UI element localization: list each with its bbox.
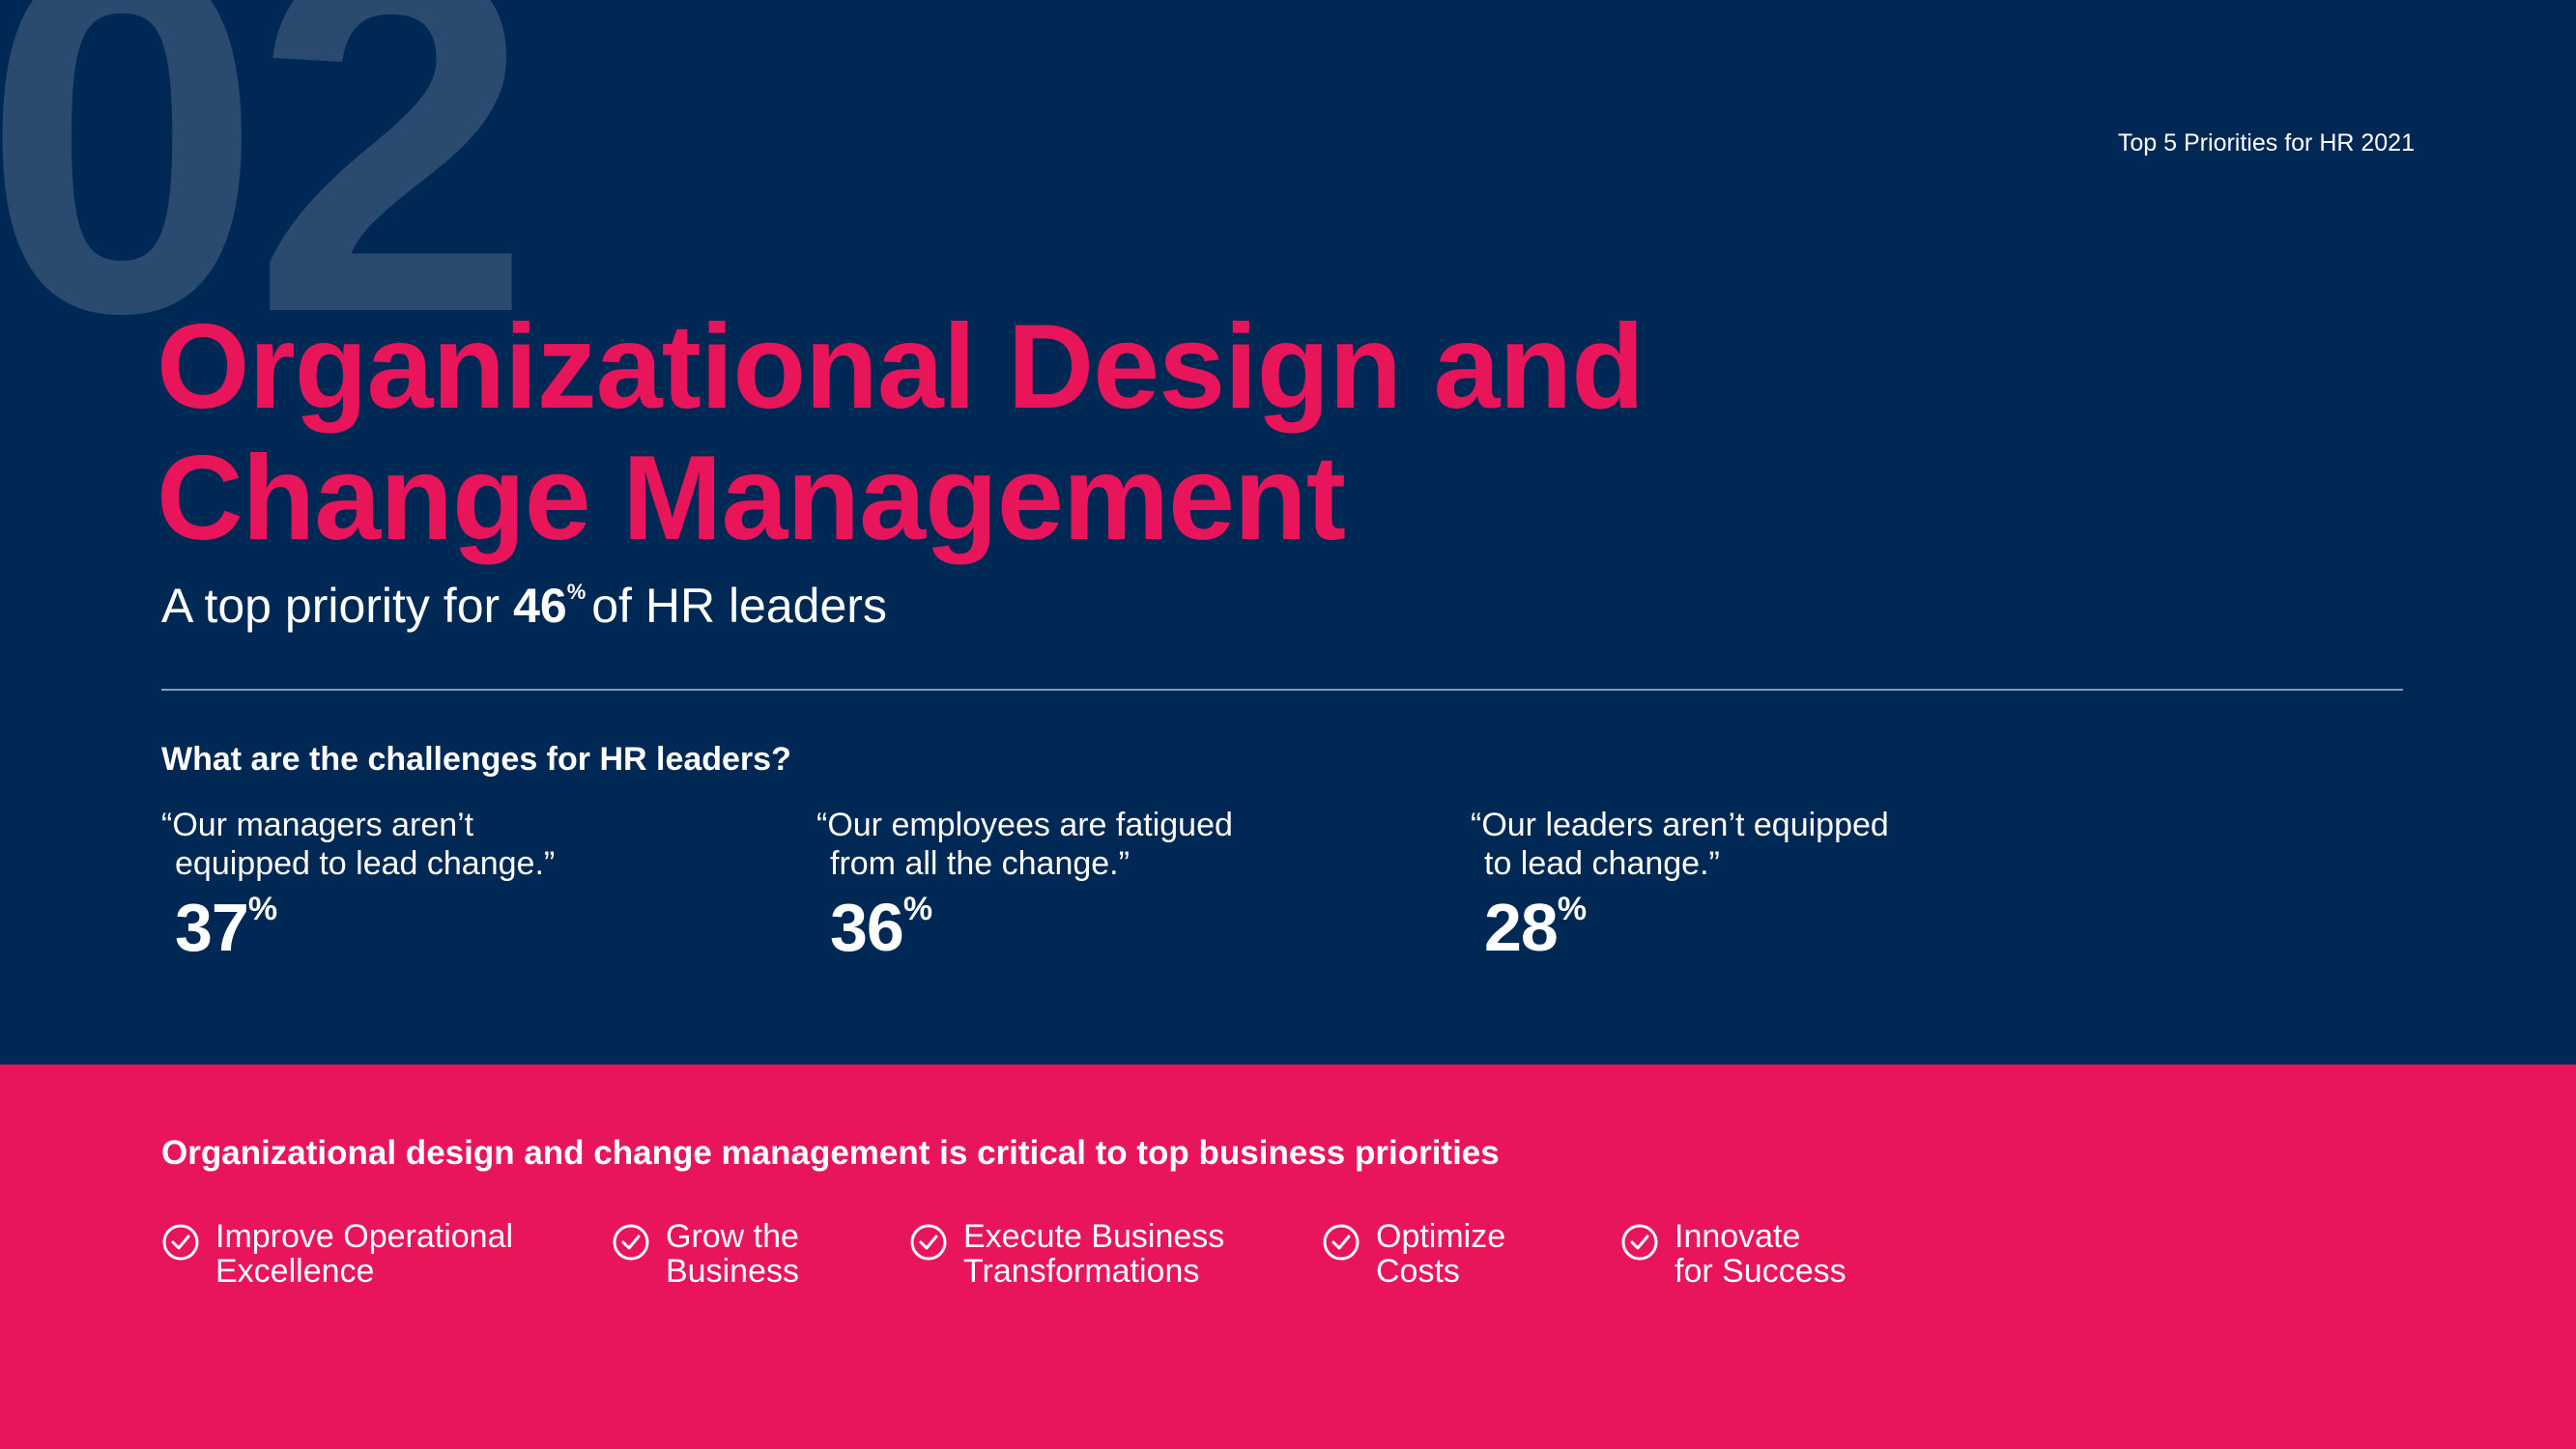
title-line-1: Organizational Design and — [157, 300, 1645, 434]
subtitle-unit: % — [566, 580, 587, 605]
check-circle-icon — [1621, 1224, 1658, 1261]
subtitle: A top priority for 46% of HR leaders — [161, 578, 887, 634]
challenge-stat-employees: “Our employees are fatigued from all the… — [816, 806, 1358, 966]
priority-item-business-transformations: Execute Business Transformations — [909, 1219, 1224, 1289]
percent-unit: % — [902, 890, 932, 927]
percent-value: 36 — [830, 890, 904, 965]
priority-line-1: Execute Business — [963, 1218, 1225, 1255]
challenge-quote: “Our employees are fatigued from all the… — [816, 806, 1358, 883]
percent-unit: % — [247, 890, 277, 927]
quote-line-1: “Our managers aren’t — [161, 807, 474, 843]
page-title: Organizational Design and Change Managem… — [157, 300, 1645, 565]
challenge-quote: “Our managers aren’t equipped to lead ch… — [161, 806, 702, 883]
priority-line-1: Innovate — [1674, 1218, 1801, 1255]
check-circle-icon — [613, 1224, 649, 1261]
challenge-percent: 28% — [1471, 889, 2012, 966]
priorities-heading: Organizational design and change managem… — [161, 1134, 1500, 1172]
challenge-stat-managers: “Our managers aren’t equipped to lead ch… — [161, 806, 702, 966]
percent-unit: % — [1557, 890, 1587, 927]
quote-line-1: “Our employees are fatigued — [816, 807, 1233, 843]
check-circle-icon — [162, 1224, 199, 1261]
priorities-section: Organizational design and change managem… — [0, 1065, 2576, 1449]
divider — [161, 689, 2403, 691]
priority-label: Improve Operational Excellence — [215, 1219, 513, 1289]
priority-line-2: Business — [666, 1253, 799, 1290]
quote-line-2: equipped to lead change.” — [175, 845, 556, 882]
challenge-percent: 37% — [161, 889, 702, 966]
subtitle-prefix: A top priority for — [161, 579, 501, 633]
priority-item-grow-business: Grow the Business — [612, 1219, 799, 1289]
priority-line-1: Improve Operational — [215, 1218, 514, 1255]
quote-line-2: to lead change.” — [1484, 845, 1720, 882]
percent-value: 28 — [1484, 890, 1559, 965]
priority-line-1: Grow the — [666, 1218, 799, 1255]
subtitle-suffix: of HR leaders — [591, 579, 887, 633]
header-label: Top 5 Priorities for HR 2021 — [2117, 129, 2415, 156]
challenge-percent: 36% — [816, 889, 1358, 966]
top-section: 02 Top 5 Priorities for HR 2021 Organiza… — [0, 0, 2415, 966]
priority-label: Grow the Business — [666, 1219, 799, 1289]
priority-item-optimize-costs: Optimize Costs — [1322, 1219, 1505, 1289]
section-number: 02 — [0, 0, 531, 417]
subtitle-value: 46 — [513, 579, 567, 633]
priority-line-2: for Success — [1674, 1253, 1846, 1290]
priority-line-1: Optimize — [1376, 1218, 1506, 1255]
priority-item-operational-excellence: Improve Operational Excellence — [161, 1219, 513, 1289]
priority-line-2: Costs — [1376, 1253, 1460, 1290]
check-circle-icon — [1323, 1224, 1360, 1261]
challenge-quote: “Our leaders aren’t equipped to lead cha… — [1471, 806, 2012, 883]
check-circle-icon — [910, 1224, 947, 1261]
priority-line-2: Excellence — [215, 1253, 375, 1290]
priority-label: Optimize Costs — [1376, 1219, 1505, 1289]
priority-line-2: Transformations — [963, 1253, 1200, 1290]
title-line-2: Change Management — [157, 432, 1346, 565]
percent-value: 37 — [175, 890, 249, 965]
priority-label: Execute Business Transformations — [963, 1219, 1224, 1289]
priority-item-innovate: Innovate for Success — [1620, 1219, 1846, 1289]
priority-label: Innovate for Success — [1674, 1219, 1846, 1289]
quote-line-1: “Our leaders aren’t equipped — [1471, 807, 1889, 843]
challenges-question: What are the challenges for HR leaders? — [161, 741, 791, 778]
challenge-stat-leaders: “Our leaders aren’t equipped to lead cha… — [1471, 806, 2012, 966]
quote-line-2: from all the change.” — [830, 845, 1130, 882]
